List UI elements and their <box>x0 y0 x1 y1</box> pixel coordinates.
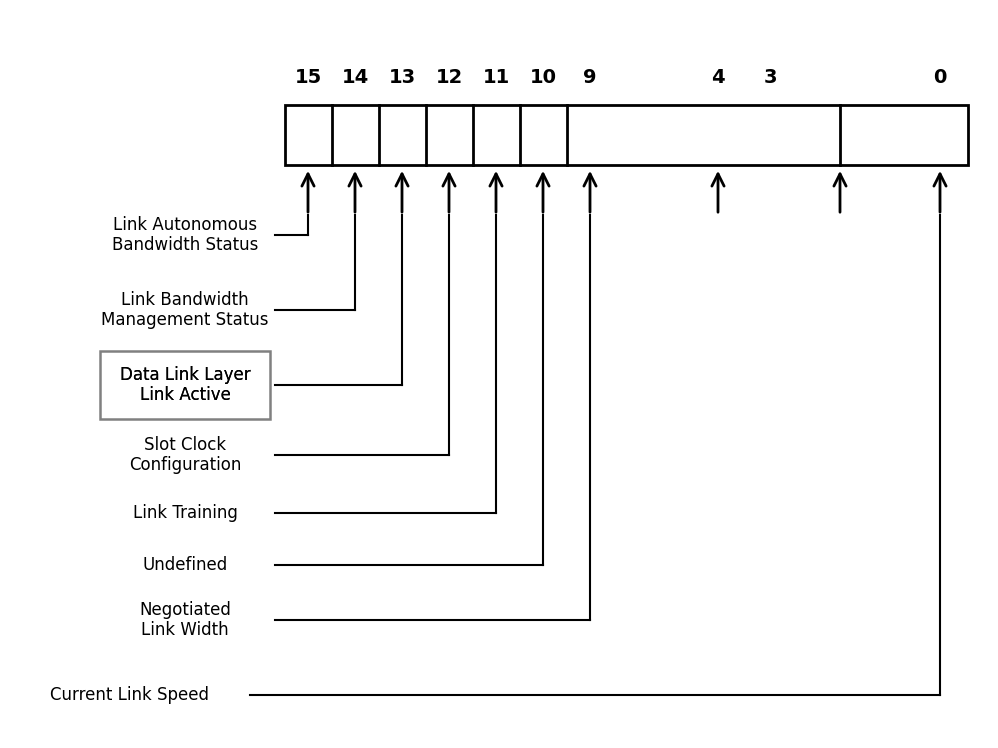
Text: 12: 12 <box>435 68 463 87</box>
Text: 11: 11 <box>482 68 510 87</box>
Text: Data Link Layer
Link Active: Data Link Layer Link Active <box>120 366 250 405</box>
Text: Link Training: Link Training <box>133 504 238 522</box>
Text: Data Link Layer
Link Active: Data Link Layer Link Active <box>120 366 250 405</box>
Bar <box>285 105 968 165</box>
Text: Slot Clock
Configuration: Slot Clock Configuration <box>129 435 242 474</box>
Text: 9: 9 <box>583 68 597 87</box>
Text: 10: 10 <box>530 68 557 87</box>
Text: 14: 14 <box>341 68 368 87</box>
Text: Negotiated
Link Width: Negotiated Link Width <box>139 601 231 640</box>
Text: Current Link Speed: Current Link Speed <box>51 686 210 704</box>
Text: Undefined: Undefined <box>143 556 228 574</box>
Text: 4: 4 <box>712 68 725 87</box>
Text: 13: 13 <box>388 68 415 87</box>
Bar <box>100 351 270 419</box>
Text: 15: 15 <box>294 68 321 87</box>
Text: 0: 0 <box>933 68 947 87</box>
Text: 3: 3 <box>763 68 776 87</box>
Text: Link Bandwidth
Management Status: Link Bandwidth Management Status <box>101 291 268 329</box>
Text: Link Autonomous
Bandwidth Status: Link Autonomous Bandwidth Status <box>112 215 258 254</box>
